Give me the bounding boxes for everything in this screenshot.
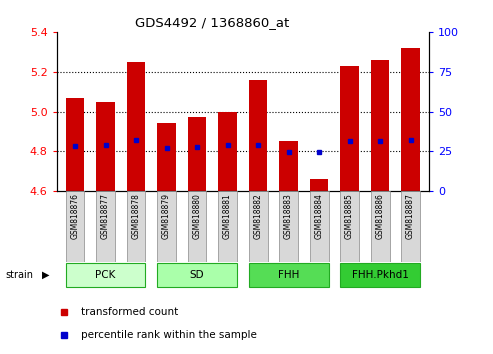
Text: GSM818876: GSM818876 — [70, 193, 79, 239]
Text: GSM818887: GSM818887 — [406, 193, 415, 239]
Text: FHH.Pkhd1: FHH.Pkhd1 — [352, 270, 409, 280]
Bar — [157, 191, 176, 262]
Bar — [66, 191, 84, 262]
Bar — [249, 80, 267, 191]
Text: transformed count: transformed count — [81, 307, 178, 318]
Bar — [280, 141, 298, 191]
Bar — [279, 191, 298, 262]
Bar — [188, 118, 206, 191]
Text: GSM818883: GSM818883 — [284, 193, 293, 239]
Text: PCK: PCK — [95, 270, 116, 280]
Bar — [218, 112, 237, 191]
Bar — [127, 191, 145, 262]
Text: GSM818886: GSM818886 — [376, 193, 385, 239]
Bar — [127, 62, 145, 191]
Bar — [401, 191, 420, 262]
Text: GSM818881: GSM818881 — [223, 193, 232, 239]
Text: GSM818884: GSM818884 — [315, 193, 323, 239]
Bar — [157, 263, 237, 287]
Bar — [157, 124, 176, 191]
Bar — [340, 263, 420, 287]
Bar — [96, 191, 115, 262]
Bar — [310, 179, 328, 191]
Bar — [248, 191, 268, 262]
Text: SD: SD — [190, 270, 205, 280]
Text: FHH: FHH — [278, 270, 299, 280]
Bar — [66, 263, 145, 287]
Bar — [218, 191, 237, 262]
Text: GSM818880: GSM818880 — [193, 193, 202, 239]
Bar — [248, 263, 328, 287]
Text: strain: strain — [5, 270, 33, 280]
Bar — [66, 98, 84, 191]
Text: percentile rank within the sample: percentile rank within the sample — [81, 330, 257, 340]
Bar — [310, 191, 328, 262]
Bar — [340, 191, 359, 262]
Bar — [341, 66, 359, 191]
Text: GSM818878: GSM818878 — [132, 193, 141, 239]
Text: GSM818879: GSM818879 — [162, 193, 171, 239]
Bar — [96, 102, 115, 191]
Text: GSM818882: GSM818882 — [253, 193, 263, 239]
Bar — [371, 60, 389, 191]
Bar — [401, 48, 420, 191]
Text: GSM818877: GSM818877 — [101, 193, 110, 239]
Bar — [371, 191, 389, 262]
Text: ▶: ▶ — [42, 270, 49, 280]
Text: GSM818885: GSM818885 — [345, 193, 354, 239]
Text: GDS4492 / 1368860_at: GDS4492 / 1368860_at — [135, 16, 289, 29]
Bar — [187, 191, 207, 262]
